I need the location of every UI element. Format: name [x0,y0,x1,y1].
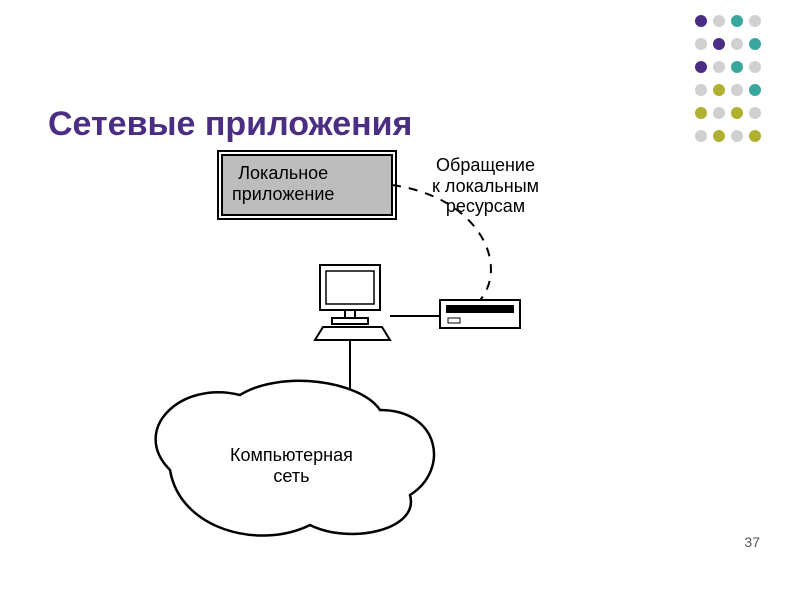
slide: Сетевые приложения Локальноеприложение О… [0,0,800,600]
side-label: Обращениек локальнымресурсам [432,155,539,217]
cloud-label: Компьютернаясеть [230,445,353,486]
diagram-canvas [0,0,800,600]
app-box-label: Локальноеприложение [232,163,334,204]
page-number: 37 [744,534,760,550]
